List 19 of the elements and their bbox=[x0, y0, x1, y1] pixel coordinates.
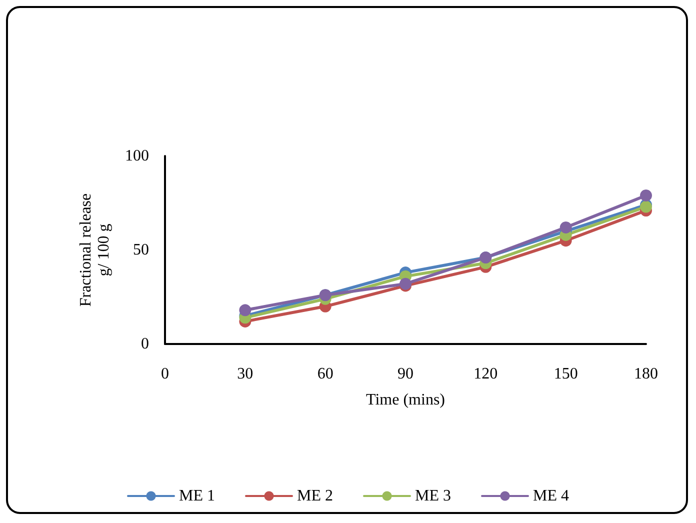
point bbox=[560, 221, 572, 234]
x-tick-label: 180 bbox=[634, 366, 658, 382]
point bbox=[239, 304, 252, 316]
x-tick-label: 90 bbox=[398, 366, 414, 382]
y-axis-title: Fractional release g/ 100 g bbox=[78, 193, 112, 307]
x-tick-label: 120 bbox=[474, 366, 498, 382]
y-tick-label: 50 bbox=[133, 242, 149, 258]
y-tick-label: 0 bbox=[141, 336, 149, 352]
y-tick-label: 100 bbox=[125, 148, 149, 164]
legend-label: ME 3 bbox=[415, 488, 451, 504]
x-tick-label: 150 bbox=[554, 366, 578, 382]
x-tick-label: 60 bbox=[317, 366, 334, 382]
legend-label: ME 2 bbox=[297, 488, 333, 504]
x-tick-label: 30 bbox=[237, 366, 254, 382]
legend-label: ME 1 bbox=[179, 488, 215, 504]
x-tick-label: 0 bbox=[161, 366, 169, 382]
point bbox=[640, 189, 652, 202]
legend-label: ME 4 bbox=[533, 488, 569, 504]
x-axis-title: Time (mins) bbox=[366, 392, 445, 408]
